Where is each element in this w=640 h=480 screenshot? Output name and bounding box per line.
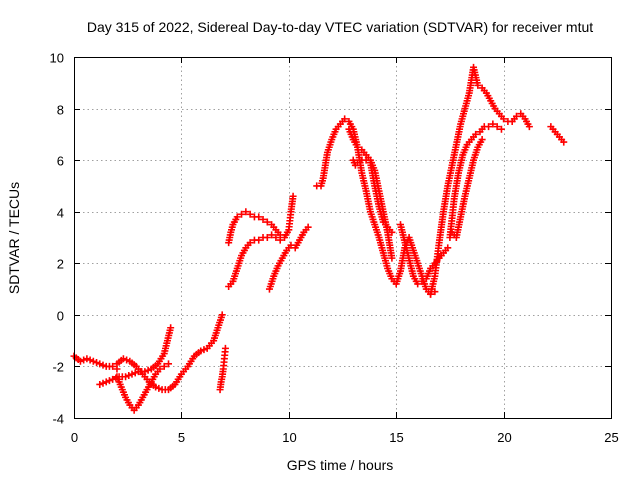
data-point-arc-j (354, 143, 362, 151)
y-axis-label: SDTVAR / TECUs (6, 182, 22, 294)
x-tick-label: 5 (178, 430, 185, 445)
axis-ticks (74, 57, 612, 419)
data-point-arc-d (123, 356, 131, 364)
data-point-arc-c (156, 365, 164, 373)
data-point-arc-j (388, 254, 396, 262)
data-point-arc-b (102, 378, 110, 386)
data-point-arc-b (125, 371, 133, 379)
data-point-arc-e (221, 344, 229, 352)
data-point-arc-a (99, 361, 107, 369)
data-point-arc-g (255, 236, 263, 244)
data-points (70, 63, 568, 414)
data-point-arc-m (500, 115, 508, 123)
y-tick-label: 4 (57, 206, 64, 221)
y-tick-label: 10 (50, 51, 64, 66)
y-tick-label: 8 (57, 103, 64, 118)
data-point-arc-a (86, 356, 94, 364)
data-point-arc-a (93, 359, 101, 367)
data-point-arc-d (155, 384, 163, 392)
data-point-arc-k (362, 156, 370, 164)
plot-frame (74, 57, 612, 419)
data-point-arc-f (255, 213, 263, 221)
x-tick-label: 15 (389, 430, 403, 445)
data-point-arc-f (238, 210, 246, 218)
data-point-arc-m (474, 81, 482, 89)
data-point-arc-f (263, 218, 271, 226)
data-point-arc-k (388, 228, 396, 236)
data-point-arc-a (89, 357, 97, 365)
data-point-arc-b (131, 369, 139, 377)
data-point-arc-m (512, 112, 520, 120)
chart-title: Day 315 of 2022, Sidereal Day-to-day VTE… (87, 19, 593, 35)
data-point-arc-d (152, 383, 160, 391)
x-axis-label: GPS time / hours (287, 457, 394, 473)
data-point-arc-g (272, 234, 280, 241)
data-point-arc-n (497, 125, 505, 133)
x-tick-label: 25 (604, 430, 618, 445)
y-tick-label: 2 (57, 257, 64, 272)
data-point-arc-b (128, 370, 136, 378)
tick-labels: 0 5 10 15 20 25 -4 -2 0 2 4 6 8 10 (50, 51, 619, 446)
data-point-arc-g (246, 239, 254, 247)
data-point-arc-f (289, 192, 297, 200)
data-point-arc-l (418, 277, 426, 285)
data-point-arc-p (560, 138, 568, 146)
x-tick-label: 10 (282, 430, 296, 445)
data-point-arc-n (472, 130, 480, 138)
data-point-arc-f (259, 215, 267, 223)
x-tick-label: 0 (71, 430, 78, 445)
data-point-arc-g (268, 231, 276, 239)
data-point-arc-a (80, 356, 88, 364)
data-point-arc-a (96, 360, 104, 368)
data-point-arc-m (525, 123, 533, 131)
data-point-arc-l (414, 280, 422, 288)
grid (74, 57, 611, 418)
data-point-arc-g (263, 234, 271, 241)
data-point-arc-n (493, 123, 501, 131)
data-point-arc-d (218, 311, 226, 319)
data-point-arc-f (242, 208, 250, 216)
data-point-arc-b (122, 373, 130, 381)
data-point-arc-a (109, 362, 117, 370)
data-point-arc-n (489, 120, 497, 128)
data-point-arc-d (200, 346, 208, 354)
data-point-arc-a (76, 357, 84, 365)
data-point-arc-o (478, 136, 486, 144)
data-point-arc-b (105, 377, 113, 385)
data-point-arc-b (96, 380, 104, 388)
data-point-arc-d (119, 355, 127, 363)
data-point-arc-f (233, 213, 241, 221)
y-tick-label: 6 (57, 154, 64, 169)
data-point-arc-i (341, 115, 349, 123)
data-point-arc-l (444, 244, 452, 252)
x-tick-label: 20 (497, 430, 511, 445)
data-point-arc-h (304, 223, 312, 231)
data-point-arc-g (276, 236, 284, 244)
y-tick-label: -2 (52, 360, 64, 375)
y-tick-label: 0 (57, 309, 64, 324)
data-point-arc-b (99, 379, 107, 387)
data-point-arc-d (197, 347, 205, 355)
data-point-arc-f (246, 210, 254, 218)
data-point-arc-b (144, 366, 152, 374)
data-point-arc-k (354, 159, 362, 167)
data-point-arc-a (83, 355, 91, 363)
data-point-arc-n (485, 123, 493, 131)
data-point-arc-c (165, 360, 173, 368)
data-point-arc-b (167, 324, 175, 332)
data-point-arc-c (160, 362, 168, 370)
y-tick-label: -4 (52, 412, 64, 427)
